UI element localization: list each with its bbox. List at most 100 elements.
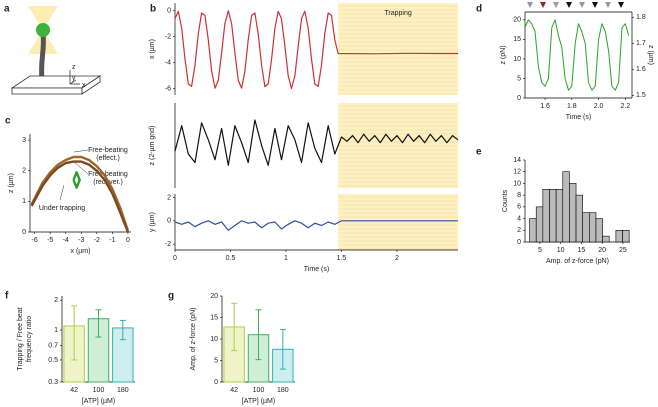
panel-label: e [476, 147, 482, 158]
annotation: Trapping [384, 10, 411, 17]
y-tick-label: 5 [517, 75, 521, 82]
error-bar [255, 309, 262, 361]
y-tick-label: 12 [513, 169, 521, 176]
series-line [30, 155, 130, 231]
panel-label: g [168, 291, 174, 302]
series-line [30, 160, 130, 233]
leaders [59, 149, 89, 201]
y-tick-label: 15 [513, 36, 521, 43]
y-tick-label: 1 [54, 327, 58, 334]
y-tick-label: 2 [54, 297, 58, 304]
trapping-region [338, 3, 458, 95]
y-axis-label: Trapping / Free beat [17, 307, 24, 370]
y-tick-label: 15 [210, 314, 218, 321]
x-tick-label: 25 [619, 247, 627, 254]
trapping-region [338, 103, 458, 188]
x-tick-label: -6 [32, 237, 38, 244]
x-tick-label: 0 [126, 237, 130, 244]
y-tick-label: 0 [22, 229, 26, 236]
series-line [174, 220, 458, 231]
axis-letter: x [82, 82, 86, 89]
y-axis-label: y (µm) [149, 212, 156, 232]
y2-tick-label: 1.5 [636, 92, 646, 99]
y2-axis-label: z (µm) [647, 45, 654, 65]
histogram-bar [602, 235, 610, 243]
bead [36, 23, 50, 37]
y-tick-label: 0.5 [48, 357, 58, 364]
histogram-bar [569, 183, 577, 243]
histogram-bar [622, 229, 630, 243]
x-tick-label: 42 [230, 387, 238, 394]
y-axis-label: z (pN) [500, 45, 507, 64]
histogram-bar [562, 171, 570, 243]
x-tick-label: 180 [277, 387, 289, 394]
beam [28, 6, 58, 30]
x-tick-label: 5 [538, 247, 542, 254]
y2-tick-label: 1.7 [636, 40, 646, 47]
x-tick-label: -1 [109, 237, 115, 244]
y-tick-label: -2 [165, 241, 171, 248]
histogram-bar [615, 229, 623, 243]
x-tick-label: -2 [94, 237, 100, 244]
error-bar [231, 302, 238, 352]
y-tick-label: 0 [214, 379, 218, 386]
series-line [72, 171, 81, 189]
error-bar [71, 305, 78, 361]
x-tick-label: 2 [395, 255, 399, 262]
y2-tick-label: 1.6 [636, 66, 646, 73]
series-line [174, 10, 458, 90]
x-tick-label: -4 [63, 237, 69, 244]
x-tick-label: 1.6 [540, 103, 550, 110]
y-tick-label: 0.3 [48, 379, 58, 386]
y-tick-label: 14 [513, 157, 521, 164]
y-tick-label: 2 [517, 227, 521, 234]
x-tick-label: 0.5 [226, 255, 236, 262]
histogram-bar [542, 188, 550, 243]
schematic: a x y z [4, 4, 102, 95]
x-tick-label: 10 [557, 247, 565, 254]
panel-label: b [150, 4, 156, 15]
x-tick-label: 2.0 [594, 103, 604, 110]
flagellum [39, 33, 46, 81]
y-axis-label: Counts [502, 189, 509, 212]
panel-label: f [5, 291, 9, 302]
y-tick-label: -4 [165, 59, 171, 66]
y-axis-label: x (µm) [149, 39, 156, 59]
y-tick-label: 10 [210, 336, 218, 343]
y-tick-label: 1 [22, 198, 26, 205]
y-tick-label: 4 [517, 215, 521, 222]
axis-letter: z [72, 64, 76, 71]
histogram-bar [589, 212, 597, 243]
histogram-bar [549, 188, 557, 243]
x-tick-label: 100 [93, 387, 105, 394]
x-tick-label: 1.5 [337, 255, 347, 262]
y-tick-label: 20 [210, 293, 218, 300]
histogram-bar [575, 194, 583, 243]
y-tick-label: 10 [513, 180, 521, 187]
y-axis-label: z (2-µm gnd) [149, 126, 156, 166]
y-tick-label: 3 [22, 137, 26, 144]
y-axis-label: frequency ratio [26, 316, 33, 362]
panel-label: a [4, 4, 10, 15]
y-tick-label: 8 [517, 192, 521, 199]
x-axis-label: x (µm) [71, 248, 91, 255]
y-tick-label: -6 [165, 85, 171, 92]
x-tick-label: 1 [284, 255, 288, 262]
x-tick-label: 100 [253, 387, 265, 394]
x-axis-label: Amp. of z-force (pN) [546, 258, 609, 265]
x-axis-label: Time (s) [566, 114, 591, 121]
y-axis-label: Amp. of z-force (pN) [190, 307, 197, 370]
axes-icon [69, 70, 80, 85]
annotation: Under trapping [39, 205, 85, 212]
x-tick-label: 20 [598, 247, 606, 254]
x-axis-label: [ATP] (µM) [242, 398, 275, 405]
stage [81, 75, 101, 95]
histogram-bar [555, 188, 564, 243]
y-tick-label: 2 [167, 194, 171, 201]
y-tick-label: 0 [167, 8, 171, 15]
x-tick-label: 42 [70, 387, 78, 394]
series-line [174, 119, 459, 166]
error-bar [95, 309, 102, 338]
y-tick-label: -2 [165, 34, 171, 41]
